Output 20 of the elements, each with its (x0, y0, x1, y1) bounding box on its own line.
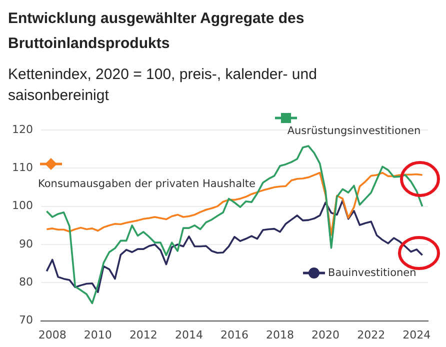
y-tick-label: 120 (12, 122, 33, 136)
chart-subtitle: Kettenindex, 2020 = 100, preis-, kalender- und saisonbereinigt (8, 65, 318, 106)
legend-label: Konsumausgaben der privaten Haushalte (38, 177, 256, 192)
legend-label: Ausrüstungsinvestitionen (286, 124, 422, 139)
x-tick-label: 2010 (84, 328, 112, 342)
x-tick-label: 2022 (357, 328, 386, 342)
x-tick-label: 2018 (266, 328, 294, 342)
y-tick-label: 70 (18, 314, 33, 327)
x-tick-label: 2014 (174, 328, 203, 342)
x-tick-label: 2008 (38, 328, 66, 342)
y-tick-label: 80 (18, 276, 33, 288)
y-tick-label: 100 (12, 199, 33, 212)
x-tick-label: 2024 (402, 328, 431, 342)
x-tick-label: 2012 (129, 328, 158, 342)
x-tick-label: 2016 (220, 328, 248, 342)
y-tick-label: 110 (12, 161, 33, 174)
chart-title: Entwicklung ausgewählter Aggregate des Bruttoinlandsprodukts (8, 9, 306, 54)
y-tick-label: 90 (18, 237, 33, 250)
x-tick-label: 2020 (312, 328, 340, 342)
series-label: Bauinvestitionen (328, 266, 416, 281)
